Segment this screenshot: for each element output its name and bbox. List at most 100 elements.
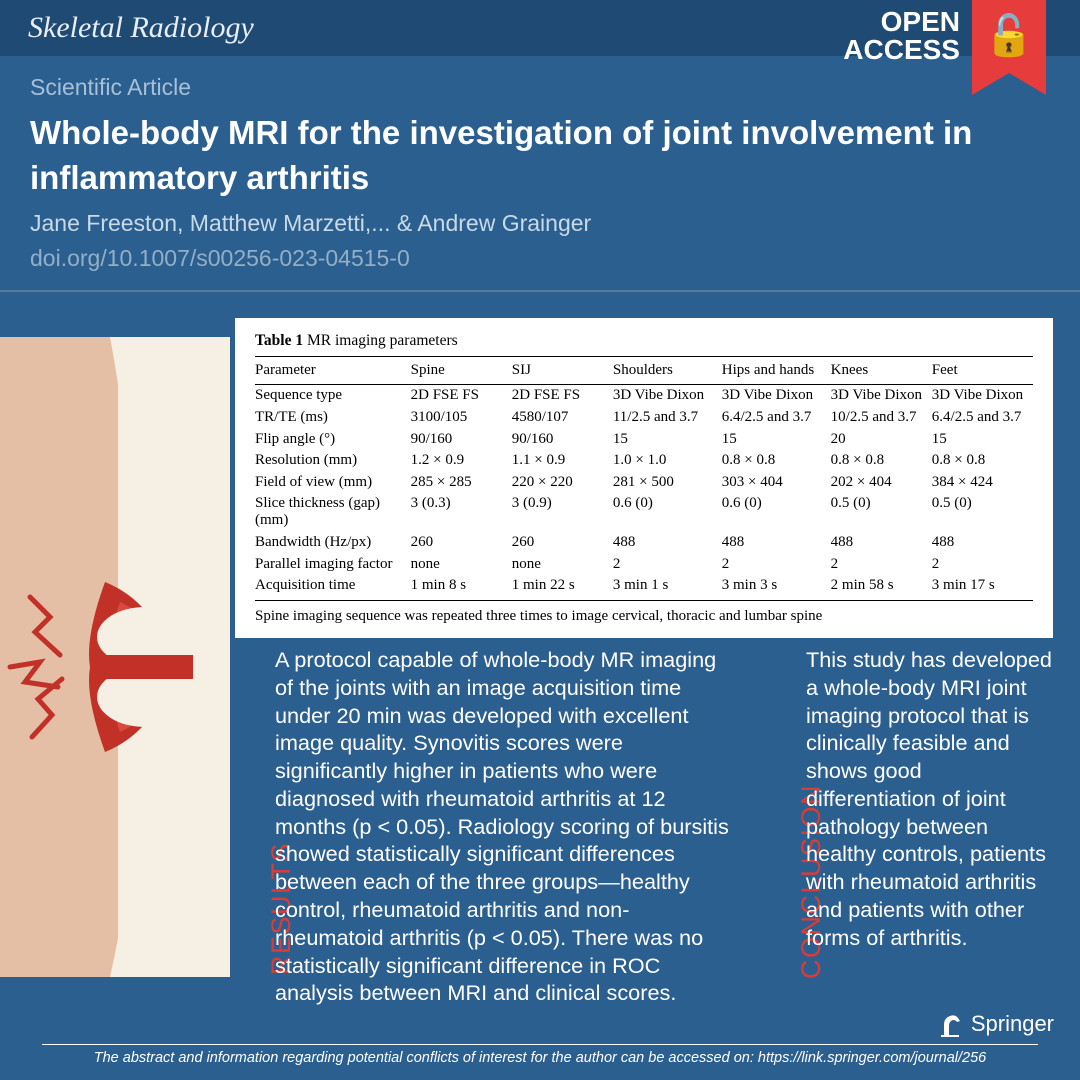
table-cell: 3 min 1 s [613,575,722,601]
journal-name: Skeletal Radiology [28,11,254,45]
table-cell: 488 [932,532,1033,554]
table-cell: Field of view (mm) [255,471,411,493]
table-col-header: Feet [932,357,1033,385]
table-cell: 3 (0.3) [411,493,512,532]
table-cell: 2 [613,553,722,575]
table-cell: 90/160 [411,428,512,450]
table-cell: 3D Vibe Dixon [932,385,1033,407]
table-cell: 0.8 × 0.8 [722,450,831,472]
table-cell: Parallel imaging factor [255,553,411,575]
journal-bar: Skeletal Radiology OPENACCESS 🔓 [0,0,1080,56]
table-row: Resolution (mm)1.2 × 0.91.1 × 0.91.0 × 1… [255,450,1033,472]
table-cell: 6.4/2.5 and 3.7 [932,407,1033,429]
article-header: Scientific Article Whole-body MRI for th… [0,56,1080,292]
article-doi[interactable]: doi.org/10.1007/s00256-023-04515-0 [30,245,1050,272]
table-cell: 220 × 220 [512,471,613,493]
open-access-badge: OPENACCESS [843,8,960,64]
table-cell: 260 [411,532,512,554]
open-access-ribbon: 🔓 [972,0,1046,96]
publisher-logo: Springer [939,1011,1054,1037]
table-row: Flip angle (°)90/16090/16015152015 [255,428,1033,450]
table-cell: 285 × 285 [411,471,512,493]
table-cell: 2 min 58 s [831,575,932,601]
table-footnote: Spine imaging sequence was repeated thre… [255,608,1033,628]
table-cell: Acquisition time [255,575,411,601]
table-row: Bandwidth (Hz/px)260260488488488488 [255,532,1033,554]
table-col-header: Spine [411,357,512,385]
body-region: Table 1 MR imaging parameters ParameterS… [0,292,1080,992]
table-cell: 1 min 8 s [411,575,512,601]
table-cell: 3 min 3 s [722,575,831,601]
table-row: Acquisition time1 min 8 s1 min 22 s3 min… [255,575,1033,601]
table-cell: 1.1 × 0.9 [512,450,613,472]
table-cell: 2 [831,553,932,575]
table-row: Field of view (mm)285 × 285220 × 220281 … [255,471,1033,493]
table-cell: 3 min 17 s [932,575,1033,601]
table-cell: none [411,553,512,575]
springer-horse-icon [939,1011,963,1037]
table-cell: 1.2 × 0.9 [411,450,512,472]
table-cell: 2D FSE FS [512,385,613,407]
table-cell: 384 × 424 [932,471,1033,493]
table-cell: 11/2.5 and 3.7 [613,407,722,429]
footer-divider [42,1044,1038,1045]
table-cell: 0.8 × 0.8 [831,450,932,472]
table-cell: Bandwidth (Hz/px) [255,532,411,554]
table-row: TR/TE (ms)3100/1054580/10711/2.5 and 3.7… [255,407,1033,429]
table-cell: 15 [932,428,1033,450]
table-cell: 303 × 404 [722,471,831,493]
table-header-row: ParameterSpineSIJShouldersHips and hands… [255,357,1033,385]
article-title: Whole-body MRI for the investigation of … [30,111,1050,200]
table-cell: 0.5 (0) [831,493,932,532]
article-authors: Jane Freeston, Matthew Marzetti,... & An… [30,210,1050,237]
table-cell: 3100/105 [411,407,512,429]
table-cell: 20 [831,428,932,450]
table-cell: Sequence type [255,385,411,407]
table-cell: Resolution (mm) [255,450,411,472]
table-col-header: Parameter [255,357,411,385]
parameters-table: Table 1 MR imaging parameters ParameterS… [235,318,1053,638]
table-cell: 3D Vibe Dixon [613,385,722,407]
article-type: Scientific Article [30,74,1050,101]
table-cell: 3D Vibe Dixon [831,385,932,407]
table-cell: 260 [512,532,613,554]
table-cell: 488 [613,532,722,554]
table-cell: 15 [722,428,831,450]
table-cell: 4580/107 [512,407,613,429]
table-caption: Table 1 MR imaging parameters [255,332,1033,350]
results-text: A protocol capable of whole-body MR imag… [275,646,735,1007]
table-cell: 6.4/2.5 and 3.7 [722,407,831,429]
table-cell: 15 [613,428,722,450]
table-cell: 3 (0.9) [512,493,613,532]
footer: Springer The abstract and information re… [0,1008,1080,1080]
table-cell: 1.0 × 1.0 [613,450,722,472]
table-cell: 0.8 × 0.8 [932,450,1033,472]
table-cell: 90/160 [512,428,613,450]
table-cell: 2 [722,553,831,575]
table-cell: 0.5 (0) [932,493,1033,532]
table-cell: 0.6 (0) [722,493,831,532]
table-row: Slice thickness (gap) (mm)3 (0.3)3 (0.9)… [255,493,1033,532]
table-cell: 281 × 500 [613,471,722,493]
table-cell: 2 [932,553,1033,575]
table-cell: 0.6 (0) [613,493,722,532]
knee-illustration [0,337,230,977]
table-cell: 2D FSE FS [411,385,512,407]
table-cell: 488 [722,532,831,554]
table-cell: 488 [831,532,932,554]
mr-parameters-table: ParameterSpineSIJShouldersHips and hands… [255,356,1033,601]
table-col-header: Hips and hands [722,357,831,385]
results-block: A protocol capable of whole-body MR imag… [275,646,735,1007]
table-row: Parallel imaging factornonenone2222 [255,553,1033,575]
table-cell: none [512,553,613,575]
table-cell: 1 min 22 s [512,575,613,601]
table-cell: Flip angle (°) [255,428,411,450]
footer-note: The abstract and information regarding p… [0,1050,1080,1066]
table-cell: TR/TE (ms) [255,407,411,429]
table-col-header: Shoulders [613,357,722,385]
table-col-header: Knees [831,357,932,385]
table-col-header: SIJ [512,357,613,385]
table-cell: 202 × 404 [831,471,932,493]
table-row: Sequence type2D FSE FS2D FSE FS3D Vibe D… [255,385,1033,407]
unlock-icon: 🔓 [984,16,1034,56]
